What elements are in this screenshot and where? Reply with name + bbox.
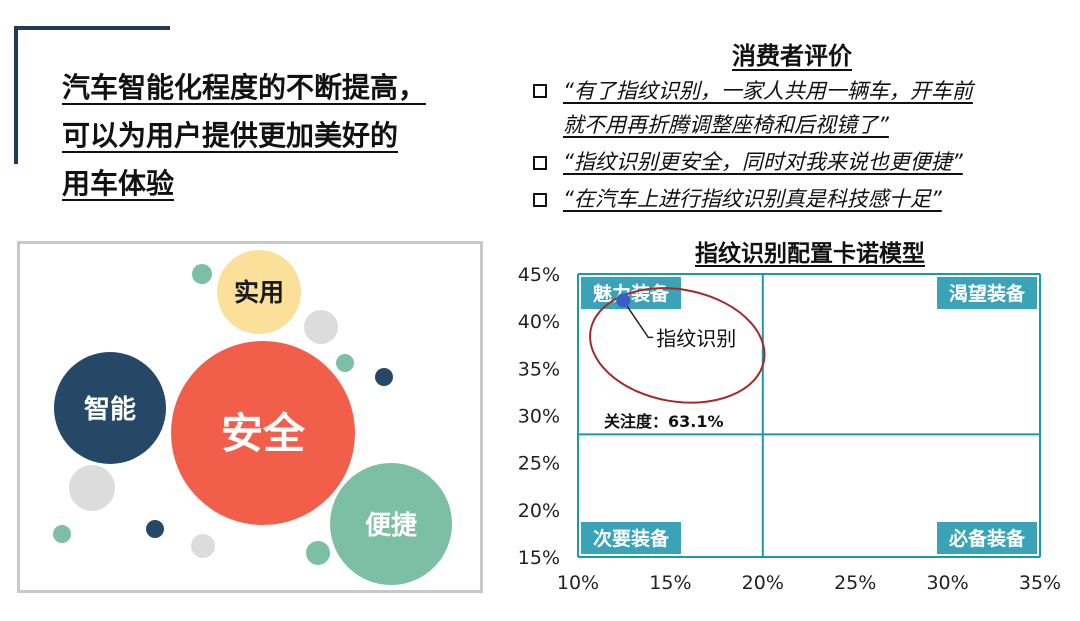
reviews-title: 消费者评价	[732, 42, 852, 70]
y-tick-label: 40%	[518, 311, 560, 333]
x-tick-label: 10%	[557, 572, 599, 594]
headline-line-2: 可以为用户提供更加美好的	[62, 119, 399, 152]
x-tick-label: 25%	[834, 572, 876, 594]
quadrant-label-desired: 渴望装备	[949, 282, 1026, 305]
y-tick-label: 35%	[518, 358, 560, 380]
review-2: “指纹识别更安全，同时对我来说也更便捷”	[563, 150, 963, 174]
bubble-smart	[54, 352, 166, 464]
review-1-line-2: 就不用再折腾调整座椅和后视镜了”	[563, 113, 889, 137]
bubble-diagram: 实用 智能 安全 便捷	[53, 250, 452, 585]
bullet-checkbox-icon	[533, 156, 547, 170]
small-gray-dot	[191, 534, 215, 558]
data-point-label: 指纹识别	[656, 326, 736, 350]
headline-line-1: 汽车智能化程度的不断提高，	[62, 71, 427, 104]
y-tick-label: 25%	[518, 453, 560, 475]
quadrant-label-minor: 次要装备	[593, 527, 670, 550]
small-navy-dot	[375, 368, 393, 386]
y-tick-label: 20%	[518, 500, 560, 522]
headline-line-3: 用车体验	[62, 167, 175, 200]
x-tick-label: 20%	[742, 572, 784, 594]
review-3: “在汽车上进行指纹识别真是科技感十足”	[563, 187, 942, 211]
x-tick-label: 30%	[926, 572, 968, 594]
bubble-practical-label: 实用	[234, 278, 284, 307]
small-gray-dot	[304, 310, 338, 344]
x-tick-label: 15%	[649, 572, 691, 594]
quadrant-label-desired-bg	[937, 277, 1037, 309]
small-navy-dot	[146, 520, 164, 538]
data-point-fingerprint	[616, 293, 631, 308]
small-green-dot	[336, 354, 354, 372]
x-tick-label: 35%	[1019, 572, 1061, 594]
small-green-dot	[192, 264, 212, 284]
bubble-panel: 实用 智能 安全 便捷	[17, 241, 483, 593]
bubble-smart-label: 智能	[84, 394, 136, 425]
bullet-checkbox-icon	[533, 84, 547, 98]
quadrant-label-must-bg	[937, 522, 1037, 554]
highlight-ring	[589, 287, 766, 404]
headline: 汽车智能化程度的不断提高， 可以为用户提供更加美好的 用车体验	[62, 64, 482, 208]
bubble-convenient-label: 便捷	[365, 511, 417, 541]
bubble-safe	[171, 341, 355, 525]
bubble-practical	[217, 250, 301, 334]
bullet-checkbox-icon	[533, 193, 547, 207]
accent-bracket	[14, 26, 170, 164]
kano-chart: 45%40%35%30%25%20%15%10% 15% 20% 25% 30% 35%魅…	[518, 264, 1061, 594]
y-tick-label: 30%	[518, 406, 560, 428]
bubble-safe-label: 安全	[221, 409, 306, 458]
quadrant-label-minor-bg	[581, 522, 681, 554]
small-gray-dot	[69, 465, 115, 511]
chart-title: 指纹识别配置卡诺模型	[695, 241, 925, 267]
y-tick-label: 45%	[518, 264, 560, 286]
small-green-dot	[53, 525, 71, 543]
review-1-line-1: “有了指纹识别，一家人共用一辆车，开车前	[563, 79, 973, 103]
callout-leader-line	[626, 305, 654, 339]
small-green-dot	[306, 541, 330, 565]
bubble-convenient	[330, 463, 452, 585]
quadrant-label-must: 必备装备	[948, 527, 1026, 550]
attention-annotation: 关注度：63.1%	[604, 412, 724, 431]
y-tick-label: 15%	[518, 547, 560, 569]
